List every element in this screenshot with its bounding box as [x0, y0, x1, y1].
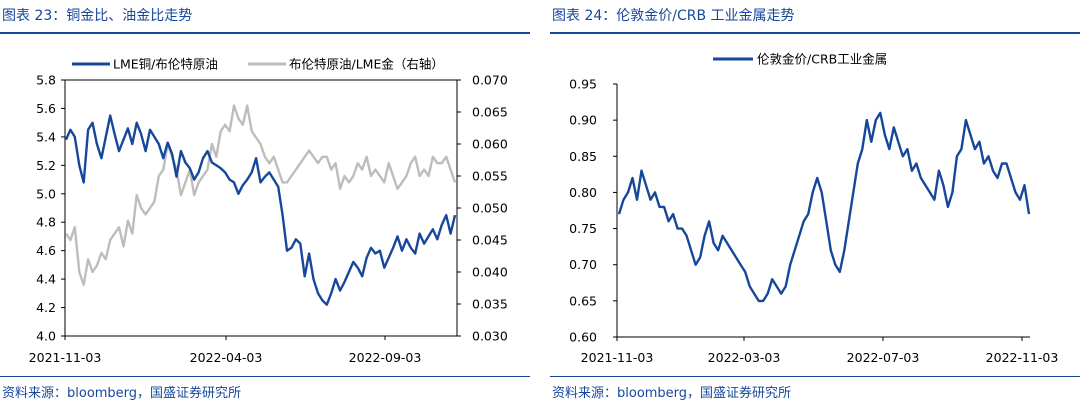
x-axis-tick-label: 2022-11-03 — [986, 350, 1059, 365]
left-axis-tick-label: 5.8 — [36, 73, 56, 88]
y-axis-tick-label: 0.85 — [569, 149, 597, 164]
copper-oil-ratio-line — [64, 114, 457, 306]
right-figure-title: 图表 24：伦敦金价/CRB 工业金属走势 — [552, 8, 795, 24]
right-title-rule — [550, 32, 1080, 34]
left-axis-tick-label: 4.8 — [36, 215, 56, 230]
left-source-rule — [0, 376, 530, 377]
x-axis-tick-label: 2021-11-03 — [29, 350, 102, 365]
right-axis-tick-label: 0.050 — [472, 201, 508, 216]
legend-label-oil-gold: 布伦特原油/LME金（右轴） — [289, 57, 444, 72]
legend-label-copper-oil: LME铜/布伦特原油 — [113, 57, 218, 72]
left-axis-tick-label: 5.2 — [36, 158, 56, 173]
right-axis-tick-label: 0.040 — [472, 265, 508, 280]
right-axis-tick-label: 0.055 — [472, 169, 508, 184]
x-axis-tick-label: 2022-03-03 — [708, 350, 781, 365]
left-axis-tick-label: 4.2 — [36, 300, 56, 315]
x-axis-tick-label: 2021-11-03 — [581, 350, 654, 365]
right-axis-tick-label: 0.035 — [472, 297, 508, 312]
x-axis-tick-label: 2022-07-03 — [847, 350, 920, 365]
left-axis-tick-label: 5.6 — [36, 101, 56, 116]
y-axis-tick-label: 0.80 — [569, 185, 597, 200]
left-axis-tick-label: 4.0 — [36, 329, 56, 344]
x-axis-tick-label: 2022-09-03 — [349, 350, 422, 365]
right-axis-tick-label: 0.045 — [472, 233, 508, 248]
gold-crb-ratio-line — [617, 111, 1031, 303]
copper-gold-oil-gold-chart: 4.0 4.2 4.4 4.6 4.8 5.0 5.2 5.4 5.6 5.8 0.030 0.035… — [29, 57, 508, 366]
y-axis-tick-label: 0.75 — [569, 221, 597, 236]
left-axis-tick-label: 5.4 — [36, 129, 56, 144]
right-figure-panel: 图表 24：伦敦金价/CRB 工业金属走势 0.60 0.65 0.70 0.75 0.… — [550, 0, 1080, 408]
y-axis-tick-label: 0.60 — [569, 330, 597, 345]
plot-frame — [64, 79, 458, 337]
left-source-note: 资料来源：bloomberg，国盛证券研究所 — [2, 386, 242, 401]
right-axis-tick-label: 0.060 — [472, 137, 508, 152]
left-figure-panel: 图表 23：铜金比、油金比走势 4.0 4.2 4.4 4.6 4.8 5.0 5.2 5.4… — [0, 0, 530, 408]
left-figure-title: 图表 23：铜金比、油金比走势 — [2, 8, 193, 24]
right-source-note: 资料来源：bloomberg，国盛证券研究所 — [552, 386, 792, 401]
left-axis-tick-label: 4.6 — [36, 243, 56, 258]
x-axis-tick-label: 2022-04-03 — [190, 350, 263, 365]
gold-crb-metals-chart: 0.60 0.65 0.70 0.75 0.80 0.85 0.90 0.95 2021-11-… — [569, 52, 1059, 366]
y-axis-tick-label: 0.95 — [569, 77, 597, 92]
left-axis-tick-label: 4.4 — [36, 272, 56, 287]
y-axis-tick-label: 0.65 — [569, 293, 597, 308]
oil-gold-ratio-line — [65, 104, 457, 286]
left-title-rule — [0, 32, 530, 34]
y-axis-tick-label: 0.90 — [569, 113, 597, 128]
right-source-rule — [550, 376, 1080, 377]
legend-label-gold-crb: 伦敦金价/CRB工业金属 — [757, 52, 887, 67]
right-axis-tick-label: 0.065 — [472, 105, 508, 120]
left-axis-tick-label: 5.0 — [36, 186, 56, 201]
y-axis-tick-label: 0.70 — [569, 257, 597, 272]
right-axis-tick-label: 0.030 — [472, 329, 508, 344]
right-axis-tick-label: 0.070 — [472, 73, 508, 88]
